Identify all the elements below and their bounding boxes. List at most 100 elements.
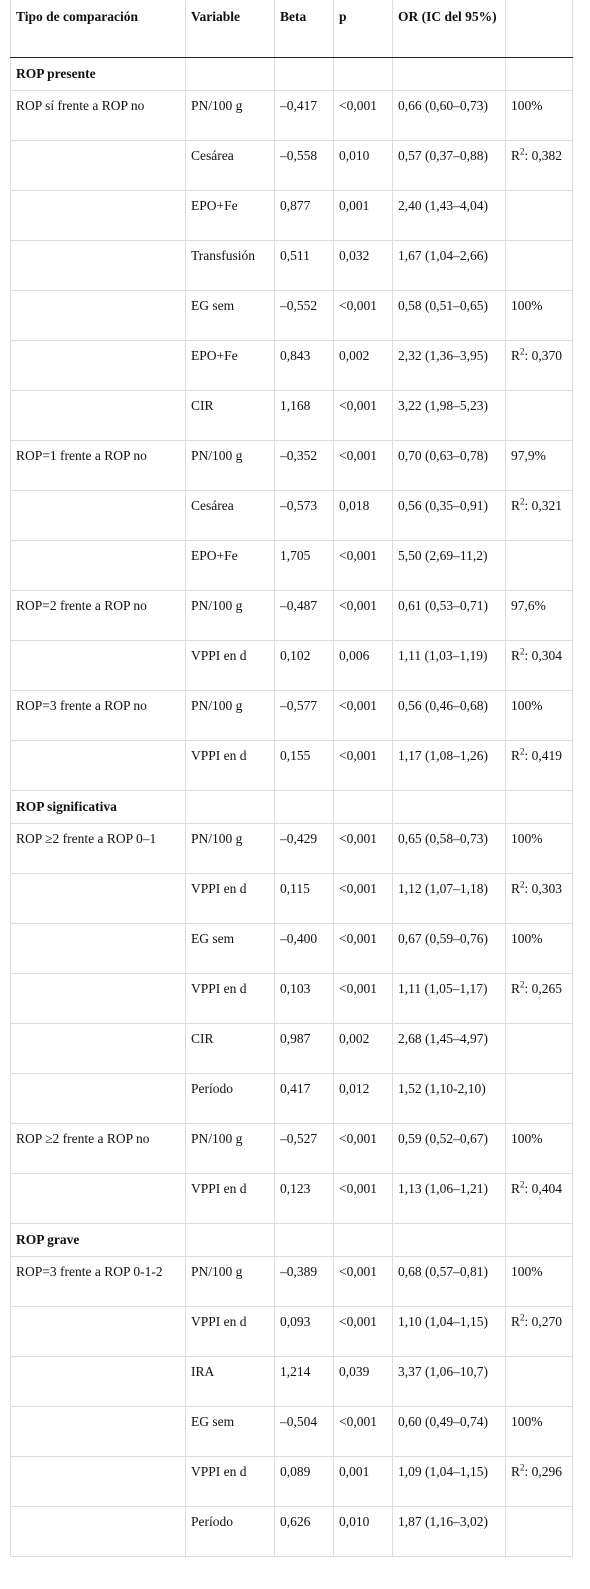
- table-cell: 3,22 (1,98–5,23): [392, 390, 506, 441]
- table-header: Tipo de comparación Variable Beta p OR (IC d…: [10, 0, 573, 58]
- r-superscript: 2: [520, 646, 525, 657]
- table-cell: 100%: [505, 1256, 573, 1307]
- table-cell: CIR: [185, 390, 275, 441]
- empty-cell: [505, 540, 573, 591]
- r-superscript: 2: [520, 979, 525, 990]
- table-cell: <0,001: [333, 440, 393, 491]
- header-cell: p: [333, 0, 393, 58]
- empty-cell: [10, 240, 186, 291]
- table-row: EPO+Fe 0,877 0,001 2,40 (1,43–4,04): [10, 190, 573, 241]
- table-row: VPPI en d 0,093 <0,001 1,10 (1,04–1,15) R2: …: [10, 1306, 573, 1357]
- table-cell: 0,58 (0,51–0,65): [392, 290, 506, 341]
- table-cell: VPPI en d: [185, 1306, 275, 1357]
- table-cell: <0,001: [333, 290, 393, 341]
- table-cell: <0,001: [333, 690, 393, 741]
- table-cell: EPO+Fe: [185, 340, 275, 391]
- table-cell: 0,61 (0,53–0,71): [392, 590, 506, 641]
- table-row: ROP=2 frente a ROP no PN/100 g –0,487 <0,00…: [10, 590, 573, 641]
- table-cell: –0,352: [274, 440, 334, 491]
- r-squared-cell: R2: 0,303: [505, 873, 573, 924]
- table-row: ROP ≥2 frente a ROP 0–1 PN/100 g –0,429 <0,…: [10, 823, 573, 874]
- header-cell: Variable: [185, 0, 275, 58]
- r-value: : 0,419: [524, 748, 563, 763]
- table-cell: 1,52 (1,10-2,10): [392, 1073, 506, 1124]
- empty-cell: [10, 1356, 186, 1407]
- r-superscript: 2: [520, 879, 525, 890]
- empty-cell: [185, 1223, 275, 1257]
- empty-cell: [10, 1073, 186, 1124]
- empty-cell: [274, 57, 334, 91]
- header-cell: [505, 0, 573, 58]
- empty-cell: [505, 790, 573, 824]
- table-cell: <0,001: [333, 873, 393, 924]
- table-row: Período 0,626 0,010 1,87 (1,16–3,02): [10, 1506, 573, 1557]
- table-cell: 0,002: [333, 340, 393, 391]
- table-row: Transfusión 0,511 0,032 1,67 (1,04–2,66): [10, 240, 573, 291]
- table-row: ROP=3 frente a ROP no PN/100 g –0,577 <0,00…: [10, 690, 573, 741]
- table-cell: <0,001: [333, 390, 393, 441]
- table-cell: 0,70 (0,63–0,78): [392, 440, 506, 491]
- table-cell: 3,37 (1,06–10,7): [392, 1356, 506, 1407]
- header-cell: OR (IC del 95%): [392, 0, 506, 58]
- table-cell: Transfusión: [185, 240, 275, 291]
- empty-cell: [10, 740, 186, 791]
- empty-cell: [505, 1356, 573, 1407]
- empty-cell: [505, 240, 573, 291]
- r-value: : 0,404: [524, 1181, 563, 1196]
- r-symbol: R: [511, 1181, 521, 1196]
- table-cell: 100%: [505, 1123, 573, 1174]
- table-row: EG sem –0,552 <0,001 0,58 (0,51–0,65) 100%: [10, 290, 573, 341]
- r-symbol: R: [511, 348, 521, 363]
- r-symbol: R: [511, 748, 521, 763]
- r-superscript: 2: [520, 1312, 525, 1323]
- table-cell: –0,573: [274, 490, 334, 541]
- table-cell: ROP=2 frente a ROP no: [10, 590, 186, 641]
- table-row: ROP grave: [10, 1223, 573, 1257]
- table-cell: PN/100 g: [185, 590, 275, 641]
- table-cell: 0,59 (0,52–0,67): [392, 1123, 506, 1174]
- table-cell: –0,417: [274, 90, 334, 141]
- table-row: CIR 1,168 <0,001 3,22 (1,98–5,23): [10, 390, 573, 441]
- r-squared-cell: R2: 0,382: [505, 140, 573, 191]
- table-cell: 0,987: [274, 1023, 334, 1074]
- r-symbol: R: [511, 881, 521, 896]
- table-cell: PN/100 g: [185, 440, 275, 491]
- empty-cell: [10, 1023, 186, 1074]
- table-cell: 0,877: [274, 190, 334, 241]
- r-squared-cell: R2: 0,419: [505, 740, 573, 791]
- table-cell: 100%: [505, 690, 573, 741]
- r-symbol: R: [511, 981, 521, 996]
- table-cell: <0,001: [333, 1306, 393, 1357]
- r-superscript: 2: [520, 346, 525, 357]
- table-cell: 0,115: [274, 873, 334, 924]
- r-squared-cell: R2: 0,370: [505, 340, 573, 391]
- table-cell: 0,093: [274, 1306, 334, 1357]
- table-cell: 0,417: [274, 1073, 334, 1124]
- table-cell: 100%: [505, 290, 573, 341]
- table-cell: 0,001: [333, 190, 393, 241]
- table-cell: EG sem: [185, 1406, 275, 1457]
- table-cell: 1,705: [274, 540, 334, 591]
- empty-cell: [505, 1506, 573, 1557]
- r-symbol: R: [511, 498, 521, 513]
- table-cell: 0,018: [333, 490, 393, 541]
- results-table: Tipo de comparación Variable Beta p OR (IC d…: [10, 0, 573, 1557]
- table-cell: Cesárea: [185, 490, 275, 541]
- table-cell: 1,17 (1,08–1,26): [392, 740, 506, 791]
- table-cell: 0,012: [333, 1073, 393, 1124]
- table-cell: <0,001: [333, 590, 393, 641]
- empty-cell: [185, 790, 275, 824]
- table-cell: 100%: [505, 823, 573, 874]
- r-squared-cell: R2: 0,304: [505, 640, 573, 691]
- r-value: : 0,304: [524, 648, 563, 663]
- table-cell: 1,09 (1,04–1,15): [392, 1456, 506, 1507]
- table-cell: PN/100 g: [185, 90, 275, 141]
- r-squared-cell: R2: 0,296: [505, 1456, 573, 1507]
- table-cell: VPPI en d: [185, 973, 275, 1024]
- table-cell: 0,67 (0,59–0,76): [392, 923, 506, 974]
- r-symbol: R: [511, 148, 521, 163]
- table-row: ROP significativa: [10, 790, 573, 824]
- table-cell: Período: [185, 1073, 275, 1124]
- r-value: : 0,303: [524, 881, 563, 896]
